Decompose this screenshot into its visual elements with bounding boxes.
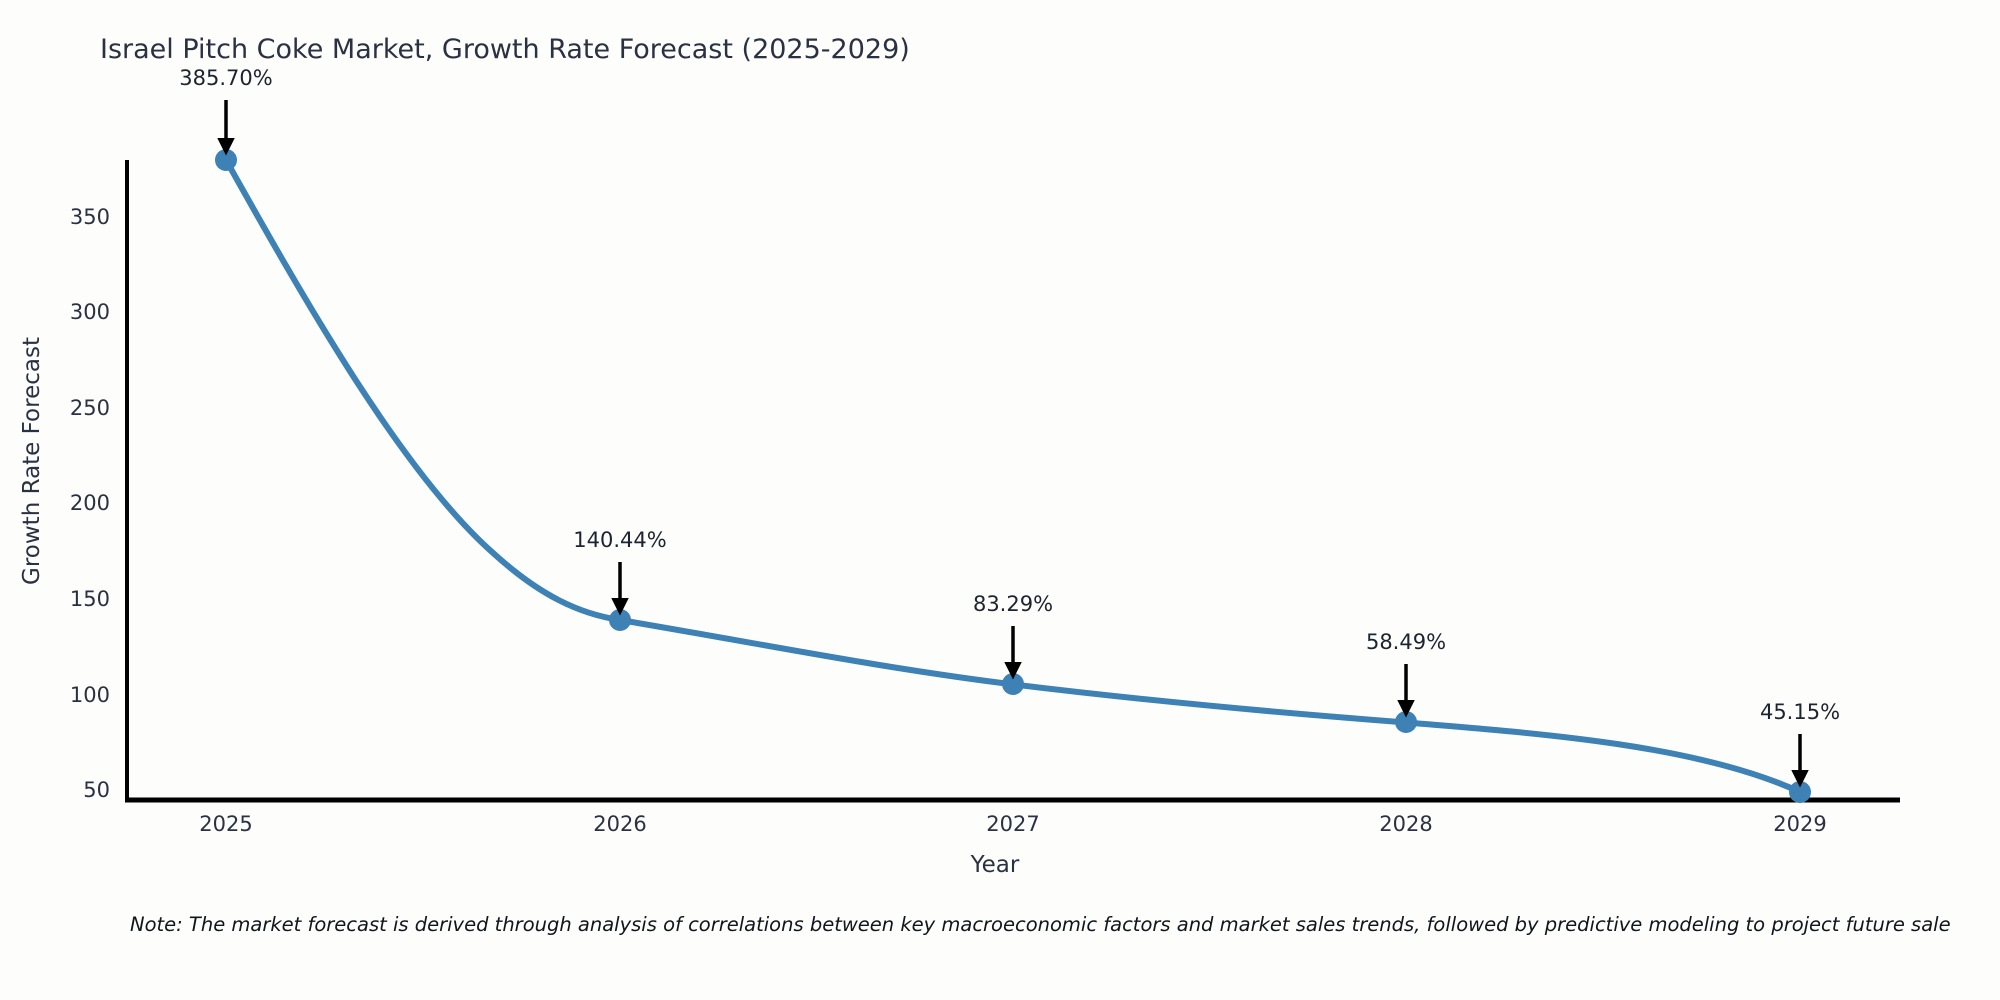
data-point-marker[interactable] (1002, 673, 1024, 695)
data-point-marker[interactable] (609, 609, 631, 631)
data-point-annotation: 45.15% (1759, 700, 1841, 724)
y-tick-label: 300 (69, 300, 110, 324)
y-tick-label: 200 (69, 491, 110, 515)
x-tick-label: 2028 (1379, 812, 1433, 836)
data-point-annotation: 83.29% (972, 592, 1054, 616)
y-axis-ticks: 350 300 250 200 150 100 50 (40, 0, 110, 1000)
x-tick-label: 2029 (1773, 812, 1827, 836)
x-axis-label-text: Year (970, 852, 1020, 878)
data-point-annotation: 140.44% (573, 528, 667, 552)
data-point-marker[interactable] (1789, 781, 1811, 803)
x-tick-label: 2025 (199, 812, 253, 836)
y-tick-label: 150 (69, 587, 110, 611)
data-point-marker[interactable] (215, 149, 237, 171)
data-line-series (223, 157, 1803, 795)
data-point-marker[interactable] (1395, 711, 1417, 733)
data-point-annotation: 58.49% (1365, 630, 1447, 654)
chart-title: Israel Pitch Coke Market, Growth Rate Fo… (100, 34, 910, 65)
y-tick-label: 50 (83, 778, 110, 802)
y-tick-label: 350 (69, 205, 110, 229)
data-point-annotation: 385.70% (179, 66, 273, 90)
x-axis-label: Year (0, 852, 2000, 878)
y-tick-label: 100 (69, 683, 110, 707)
x-tick-label: 2026 (593, 812, 647, 836)
footer-note: Note: The market forecast is derived thr… (130, 913, 1951, 936)
x-tick-label: 2027 (986, 812, 1040, 836)
y-tick-label: 250 (69, 396, 110, 420)
